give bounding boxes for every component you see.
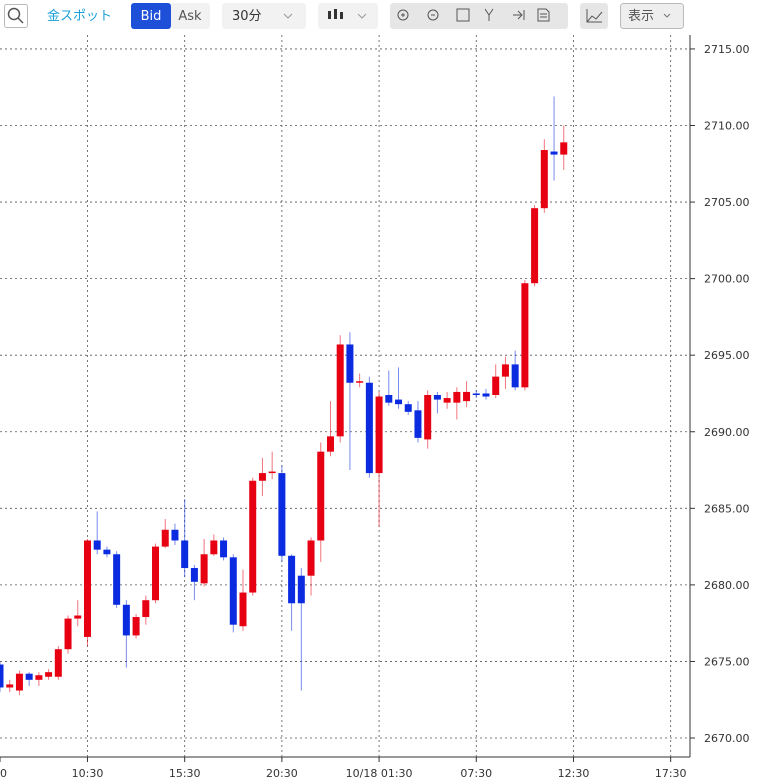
candle-body (229, 557, 237, 625)
display-label[interactable]: 表示 (628, 9, 654, 24)
dropdown-arrow (663, 13, 671, 18)
candle-body (550, 151, 558, 155)
candle-body (404, 404, 412, 412)
candle-body (540, 149, 548, 209)
candle-body (433, 395, 441, 400)
candle-body (74, 615, 82, 619)
symbol-name[interactable]: 金スポット (47, 8, 112, 24)
candle-body (385, 395, 393, 403)
display-dropdown[interactable] (620, 3, 684, 29)
search-button[interactable] (4, 4, 28, 28)
y-tick-label: 2670.00 (704, 732, 750, 745)
y-tick-label: 2695.00 (704, 349, 750, 362)
interval-label[interactable]: 30分 (232, 9, 262, 24)
candle-body (0, 664, 4, 688)
candle-body (346, 344, 354, 383)
y-tick-label: 2675.00 (704, 655, 750, 668)
y-tick-label: 2700.00 (704, 273, 750, 286)
y-tick-label: 2680.00 (704, 579, 750, 592)
candle-body (268, 471, 276, 474)
tool-group[interactable] (390, 3, 568, 29)
x-tick-label: 10/18 01:30 (346, 767, 413, 780)
candle-body (414, 410, 422, 438)
candle-body (239, 592, 247, 627)
candle-body (531, 208, 539, 284)
candle-body (142, 600, 150, 618)
y-tick-label: 2710.00 (704, 119, 750, 132)
dropdown-arrow (283, 13, 293, 19)
candle-body (45, 672, 53, 677)
candle-body (472, 393, 480, 396)
candle-body (560, 142, 568, 155)
candle-body (171, 529, 179, 541)
x-tick-label: 17:30 (655, 767, 687, 780)
chart-type-dropdown[interactable] (318, 3, 378, 29)
candle-body (93, 540, 101, 550)
x-tick-label: 10:30 (72, 767, 104, 780)
candle-body (15, 673, 23, 691)
y-tick-label: 2685.00 (704, 502, 750, 515)
x-tick-label: 12:30 (558, 767, 590, 780)
x-tick-label: 0 (0, 767, 7, 780)
candle-body (249, 480, 257, 593)
candle-body (326, 436, 334, 452)
bid-button[interactable] (131, 3, 171, 29)
candle-body (443, 398, 451, 403)
candle-body (64, 618, 72, 650)
candle-body (511, 364, 519, 388)
candle-body (6, 684, 14, 688)
candle-body (453, 391, 461, 403)
y-tick-label: 2690.00 (704, 426, 750, 439)
interval-dropdown[interactable] (222, 3, 306, 29)
candle-body (501, 364, 509, 377)
candle-body (278, 473, 286, 556)
y-tick-label: 2715.00 (704, 43, 750, 56)
candle-body (336, 344, 344, 437)
candle-body (83, 540, 91, 637)
candle-body (113, 554, 121, 605)
candle-body (463, 391, 471, 402)
candle-body (307, 540, 315, 576)
candle-body (317, 451, 325, 541)
candle-body (521, 283, 529, 388)
candle-body (258, 473, 266, 481)
candle-body (200, 554, 208, 584)
candle-body (297, 575, 305, 604)
candle-body (181, 540, 189, 569)
candle-body (220, 540, 228, 558)
x-tick-label: 15:30 (169, 767, 201, 780)
candle-body (122, 604, 130, 636)
x-tick-label: 20:30 (266, 767, 298, 780)
candle-body (365, 382, 373, 474)
candle-body (375, 396, 383, 474)
candle-body (424, 395, 432, 440)
candle-body (161, 529, 169, 547)
candle-body (288, 555, 296, 604)
candle-body (35, 675, 43, 680)
candle-body (395, 399, 403, 405)
indicator-button[interactable] (580, 3, 608, 29)
ask-label[interactable]: Ask (178, 9, 202, 24)
candle-body (190, 568, 198, 582)
candle-body (482, 393, 490, 397)
ask-button[interactable] (171, 3, 210, 29)
candle-body (103, 549, 111, 555)
candle-body (152, 546, 160, 601)
y-tick-label: 2705.00 (704, 196, 750, 209)
candle-body (132, 617, 140, 636)
candle-body (492, 376, 500, 396)
bid-label[interactable]: Bid (141, 9, 162, 24)
candle-body (54, 649, 62, 677)
x-tick-label: 07:30 (460, 767, 492, 780)
candle-body (25, 673, 33, 680)
candle-body (356, 381, 364, 383)
candle-body (210, 540, 218, 555)
